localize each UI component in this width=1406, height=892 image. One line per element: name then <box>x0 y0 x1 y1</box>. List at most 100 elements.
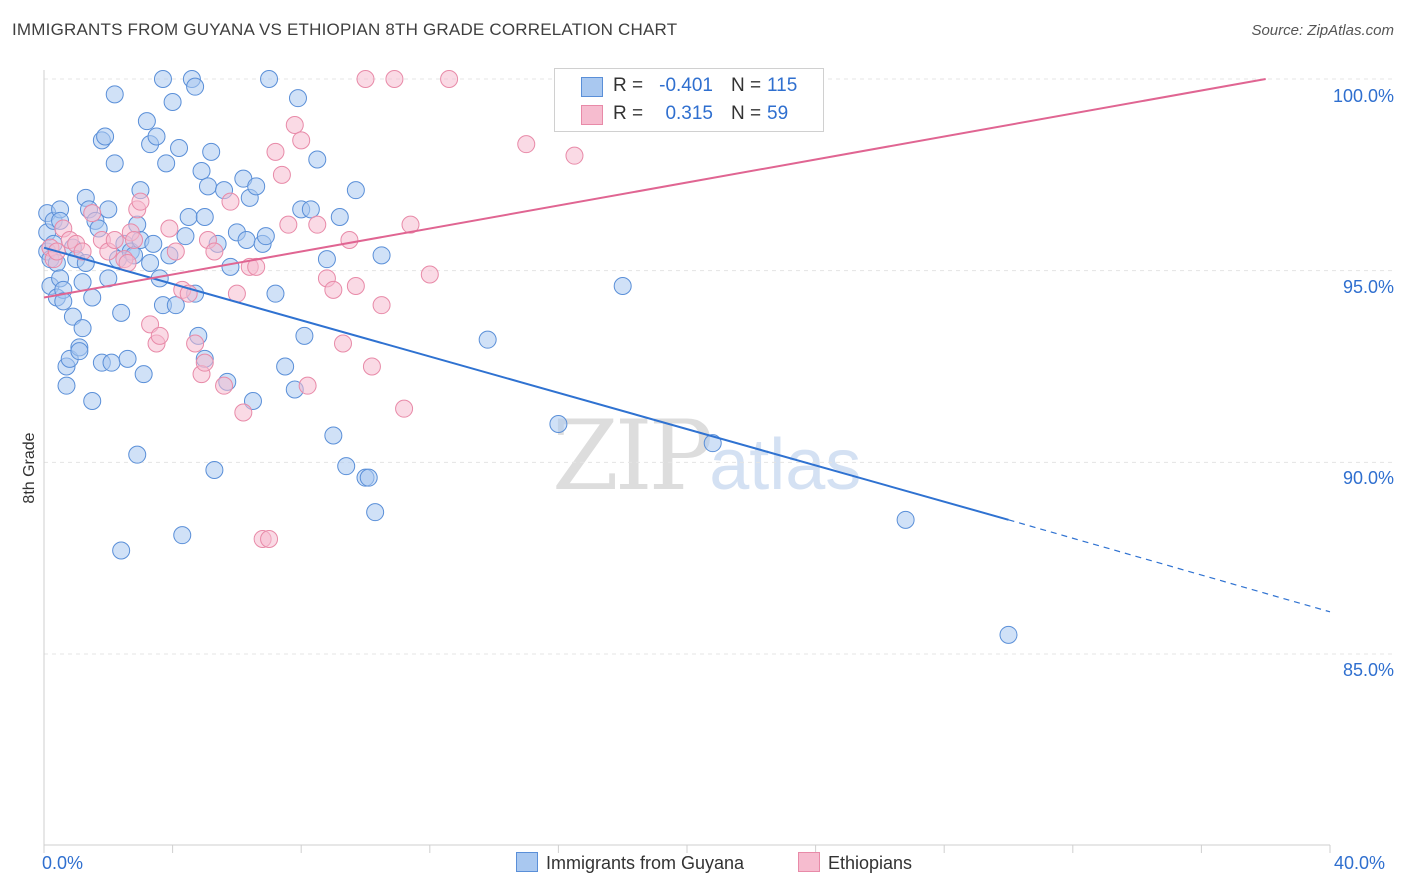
ethiopian-point <box>247 257 266 276</box>
ethiopian-point <box>141 315 160 334</box>
guyana-point <box>195 208 214 226</box>
source-label: Source: ZipAtlas.com <box>1251 22 1394 39</box>
guyana-point <box>137 112 156 131</box>
x-tick-label: 0.0% <box>42 853 84 873</box>
guyana-point <box>202 142 221 161</box>
guyana-point <box>221 257 240 276</box>
ethiopian-point <box>340 231 359 249</box>
legend-label: Ethiopians <box>828 853 913 873</box>
guyana-point <box>366 503 385 522</box>
guyana-point <box>147 127 166 146</box>
guyana-point <box>57 376 76 395</box>
guyana-point <box>896 510 915 529</box>
ethiopian-point <box>234 403 253 422</box>
r-label: R = <box>613 75 644 96</box>
ethiopian-point <box>131 192 150 211</box>
guyana-point <box>247 177 266 196</box>
guyana-point <box>478 330 497 349</box>
guyana-point <box>337 457 356 476</box>
stats-legend: R = -0.401 N = 115 R = 0.315 N = 59 <box>554 68 824 132</box>
guyana-point <box>346 181 365 200</box>
n-label: N = <box>731 103 762 124</box>
ethiopian-point <box>260 530 279 548</box>
guyana-point <box>173 526 192 545</box>
guyana-point <box>134 365 153 384</box>
guyana-point <box>288 89 307 108</box>
legend-row-ethiopians: R = 0.315 N = 59 <box>555 100 823 128</box>
guyana-trend-extension <box>1008 519 1331 613</box>
ethiopian-point <box>565 146 584 165</box>
guyana-point <box>157 154 176 173</box>
guyana-point <box>102 353 121 372</box>
guyana-point <box>359 468 378 487</box>
legend-item-ethiopians: Ethiopians <box>798 852 912 874</box>
guyana-point <box>96 127 115 146</box>
guyana-point <box>266 284 285 303</box>
ethiopian-point <box>105 231 124 249</box>
legend-item-guyana: Immigrants from Guyana <box>516 852 744 874</box>
guyana-point <box>205 461 224 479</box>
ethiopian-point <box>308 215 327 234</box>
guyana-point <box>999 625 1018 644</box>
ethiopian-point <box>298 376 317 395</box>
ethiopian-point <box>346 277 365 295</box>
ethiopian-point <box>517 135 536 154</box>
ethiopian-point <box>401 215 420 234</box>
guyana-point <box>198 177 217 196</box>
ethiopian-point <box>362 357 381 376</box>
guyana-point <box>166 296 185 315</box>
guyana-point <box>105 85 124 104</box>
watermark-atlas: atlas <box>709 425 862 505</box>
ethiopian-point <box>221 192 240 211</box>
guyana-point <box>54 292 73 311</box>
ethiopian-point <box>83 204 102 223</box>
chart-title: IMMIGRANTS FROM GUYANA VS ETHIOPIAN 8TH … <box>12 20 678 39</box>
guyana-point <box>99 200 118 219</box>
legend-swatch-blue <box>516 852 538 872</box>
ethiopian-point <box>385 70 404 88</box>
guyana-point <box>330 208 349 226</box>
guyana-point <box>317 250 336 269</box>
guyana-point <box>372 246 391 265</box>
legend-swatch-blue <box>581 77 603 97</box>
n-value: 115 <box>767 75 798 96</box>
guyana-point <box>83 392 102 410</box>
ethiopian-point <box>73 242 92 261</box>
ethiopian-point <box>160 219 179 238</box>
ethiopian-point <box>266 142 285 161</box>
guyana-trend-line <box>43 246 1009 521</box>
legend-row-guyana: R = -0.401 N = 115 <box>555 72 823 100</box>
guyana-point <box>141 254 160 272</box>
guyana-point <box>324 426 343 445</box>
guyana-point <box>112 303 131 322</box>
watermark: ZIPatlas <box>552 400 861 512</box>
guyana-point <box>549 415 568 433</box>
ethiopian-point <box>195 353 214 372</box>
guyana-point <box>63 307 82 326</box>
ethiopian-point <box>150 326 169 345</box>
ethiopian-point <box>272 165 291 184</box>
ethiopian-point <box>186 334 205 353</box>
guyana-point <box>73 319 92 338</box>
guyana-point <box>128 445 147 464</box>
guyana-point <box>176 227 195 246</box>
guyana-point <box>703 434 722 453</box>
ethiopian-trend-line <box>43 78 1266 299</box>
guyana-point <box>613 277 632 295</box>
y-tick-label: 100.0% <box>1332 86 1394 106</box>
ethiopian-point <box>440 70 459 88</box>
guyana-point <box>112 541 131 560</box>
guyana-point <box>256 227 275 246</box>
ethiopian-point <box>292 131 311 150</box>
guyana-point <box>83 288 102 307</box>
n-label: N = <box>731 75 762 96</box>
r-value: 0.315 <box>665 103 713 124</box>
y-tick-label: 95.0% <box>1342 277 1394 297</box>
legend-label: Immigrants from Guyana <box>546 853 745 873</box>
guyana-point <box>186 77 205 96</box>
guyana-point <box>163 93 182 111</box>
ethiopian-point <box>279 215 298 234</box>
guyana-point <box>192 162 211 180</box>
guyana-point <box>260 70 279 88</box>
